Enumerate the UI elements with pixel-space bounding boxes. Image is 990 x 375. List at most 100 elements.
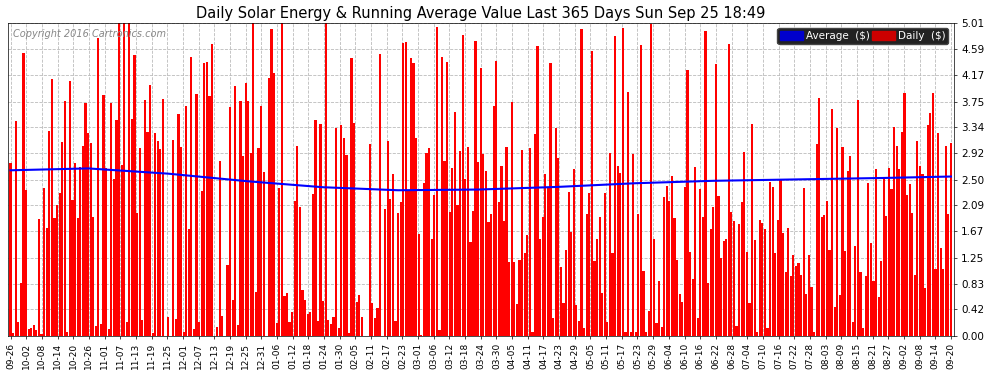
Bar [480, 68, 482, 336]
Bar [766, 328, 768, 336]
Bar [190, 57, 192, 336]
Bar [673, 218, 675, 336]
Bar [172, 140, 174, 336]
Bar [436, 27, 438, 336]
Bar [797, 262, 800, 336]
Bar [676, 260, 678, 336]
Bar [596, 239, 598, 336]
Bar [731, 211, 733, 336]
Bar [118, 23, 120, 336]
Bar [92, 217, 94, 336]
Bar [159, 149, 161, 336]
Bar [347, 333, 350, 336]
Bar [392, 174, 394, 336]
Bar [524, 253, 526, 336]
Bar [144, 100, 146, 336]
Bar [890, 189, 893, 336]
Bar [787, 228, 789, 336]
Bar [842, 147, 843, 336]
Bar [136, 213, 139, 336]
Bar [751, 124, 753, 336]
Bar [857, 100, 859, 336]
Bar [358, 295, 360, 336]
Bar [193, 329, 195, 336]
Bar [684, 187, 686, 336]
Bar [513, 262, 516, 336]
Bar [606, 322, 609, 336]
Bar [240, 100, 242, 336]
Bar [935, 269, 937, 336]
Bar [906, 195, 908, 336]
Bar [738, 224, 741, 336]
Bar [645, 332, 647, 336]
Bar [87, 133, 89, 336]
Bar [627, 92, 629, 336]
Bar [36, 330, 38, 336]
Bar [180, 147, 182, 336]
Bar [10, 163, 12, 336]
Bar [784, 272, 787, 336]
Bar [420, 335, 423, 336]
Bar [249, 153, 251, 336]
Bar [162, 99, 164, 336]
Bar [105, 168, 107, 336]
Bar [803, 188, 805, 336]
Bar [821, 217, 823, 336]
Bar [601, 293, 603, 336]
Bar [330, 324, 332, 336]
Bar [216, 327, 219, 336]
Bar [720, 258, 722, 336]
Bar [314, 120, 317, 336]
Bar [896, 146, 898, 336]
Bar [652, 238, 655, 336]
Bar [245, 83, 247, 336]
Bar [554, 128, 556, 336]
Bar [498, 202, 500, 336]
Bar [113, 180, 115, 336]
Bar [537, 46, 539, 336]
Bar [699, 189, 702, 336]
Bar [741, 202, 742, 336]
Bar [482, 154, 484, 336]
Bar [782, 233, 784, 336]
Bar [374, 318, 376, 336]
Bar [177, 114, 179, 336]
Bar [12, 333, 14, 336]
Bar [208, 96, 211, 336]
Bar [410, 58, 412, 336]
Bar [151, 333, 153, 336]
Bar [552, 318, 554, 336]
Bar [632, 154, 635, 336]
Bar [549, 63, 551, 336]
Bar [532, 332, 534, 336]
Bar [638, 214, 640, 336]
Bar [139, 148, 141, 336]
Bar [299, 207, 301, 336]
Bar [540, 238, 542, 336]
Bar [898, 169, 900, 336]
Bar [919, 166, 921, 336]
Bar [242, 156, 245, 336]
Bar [58, 194, 60, 336]
Bar [526, 235, 529, 336]
Bar [761, 224, 763, 336]
Bar [663, 197, 665, 336]
Bar [15, 121, 17, 336]
Bar [328, 320, 330, 336]
Bar [53, 218, 55, 336]
Bar [599, 217, 601, 336]
Bar [867, 183, 869, 336]
Text: Copyright 2016 Cartronics.com: Copyright 2016 Cartronics.com [13, 29, 165, 39]
Bar [792, 255, 794, 336]
Bar [304, 300, 306, 336]
Bar [397, 213, 399, 336]
Bar [745, 252, 748, 336]
Bar [448, 212, 450, 336]
Bar [43, 188, 46, 336]
Bar [769, 182, 771, 336]
Bar [257, 148, 259, 336]
Bar [849, 156, 851, 336]
Bar [883, 178, 885, 336]
Bar [206, 62, 208, 336]
Bar [643, 270, 644, 336]
